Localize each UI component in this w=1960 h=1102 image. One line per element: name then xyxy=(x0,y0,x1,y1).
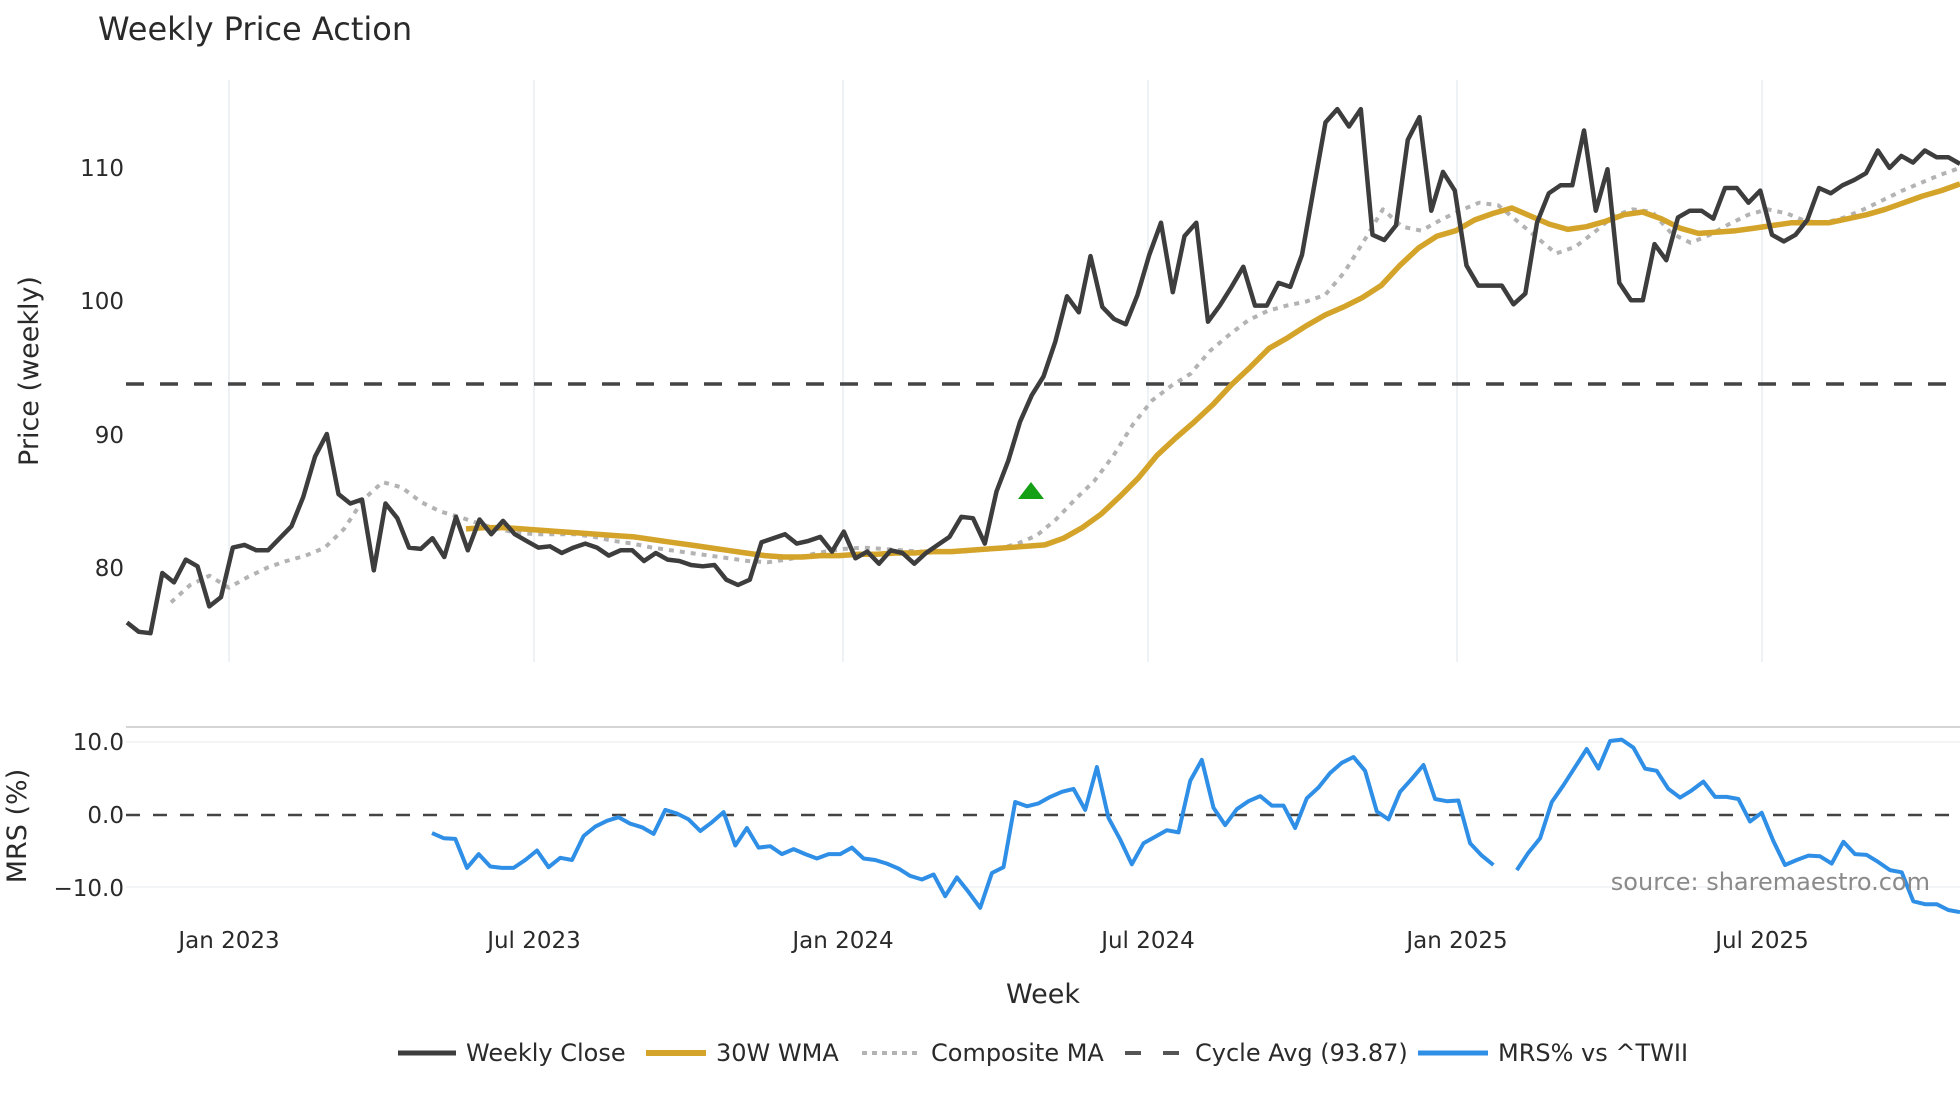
x-ticks: Jan 2023 Jul 2023 Jan 2024 Jul 2024 Jan … xyxy=(176,928,1808,954)
x-axis-label: Week xyxy=(1006,979,1080,1010)
legend-item-30w-wma[interactable]: 30W WMA xyxy=(646,1039,839,1067)
mrs-tick-10: 10.0 xyxy=(73,730,124,756)
price-y-ticks: 80 90 100 110 xyxy=(80,156,124,582)
legend-item-weekly-close[interactable]: Weekly Close xyxy=(398,1039,626,1067)
legend: Weekly Close 30W WMA Composite MA Cycle … xyxy=(398,1039,1688,1067)
price-y-axis-label: Price (weekly) xyxy=(14,276,45,466)
mrs-y-ticks: 10.0 0.0 −10.0 xyxy=(54,730,124,902)
svg-text:Composite MA: Composite MA xyxy=(931,1039,1104,1067)
source-watermark: source: sharemaestro.com xyxy=(1611,868,1930,896)
x-tick-jul-2024: Jul 2024 xyxy=(1099,928,1195,954)
price-tick-100: 100 xyxy=(80,289,124,315)
svg-text:MRS% vs ^TWII: MRS% vs ^TWII xyxy=(1498,1039,1688,1067)
mrs-y-axis-label: MRS (%) xyxy=(2,769,33,884)
legend-item-cycle-avg[interactable]: Cycle Avg (93.87) xyxy=(1125,1039,1408,1067)
price-grid xyxy=(228,80,1763,662)
price-tick-110: 110 xyxy=(80,156,124,182)
price-tick-80: 80 xyxy=(95,556,124,582)
price-tick-90: 90 xyxy=(95,423,124,449)
svg-text:Cycle Avg (93.87): Cycle Avg (93.87) xyxy=(1195,1039,1408,1067)
x-tick-jan-2024: Jan 2024 xyxy=(790,928,893,954)
legend-item-mrs[interactable]: MRS% vs ^TWII xyxy=(1418,1039,1688,1067)
buy-signal-triangle-icon xyxy=(1018,482,1044,499)
x-tick-jul-2023: Jul 2023 xyxy=(485,928,581,954)
svg-text:30W WMA: 30W WMA xyxy=(716,1039,839,1067)
svg-text:Weekly Close: Weekly Close xyxy=(466,1039,626,1067)
mrs-tick-neg10: −10.0 xyxy=(54,876,124,902)
x-tick-jul-2025: Jul 2025 xyxy=(1713,928,1809,954)
price-series-group xyxy=(125,106,1960,636)
x-tick-jan-2023: Jan 2023 xyxy=(176,928,279,954)
chart-title: Weekly Price Action xyxy=(98,10,412,48)
mrs-tick-0: 0.0 xyxy=(87,803,124,829)
mrs-grid xyxy=(126,741,1960,888)
composite-ma-line xyxy=(169,166,1960,604)
x-tick-jan-2025: Jan 2025 xyxy=(1404,928,1507,954)
weekly-close-line xyxy=(125,106,1960,636)
mrs-series-group xyxy=(431,737,1960,915)
legend-item-composite-ma[interactable]: Composite MA xyxy=(862,1039,1104,1067)
wma-30w-line xyxy=(465,181,1960,560)
mrs-line xyxy=(431,737,1960,915)
